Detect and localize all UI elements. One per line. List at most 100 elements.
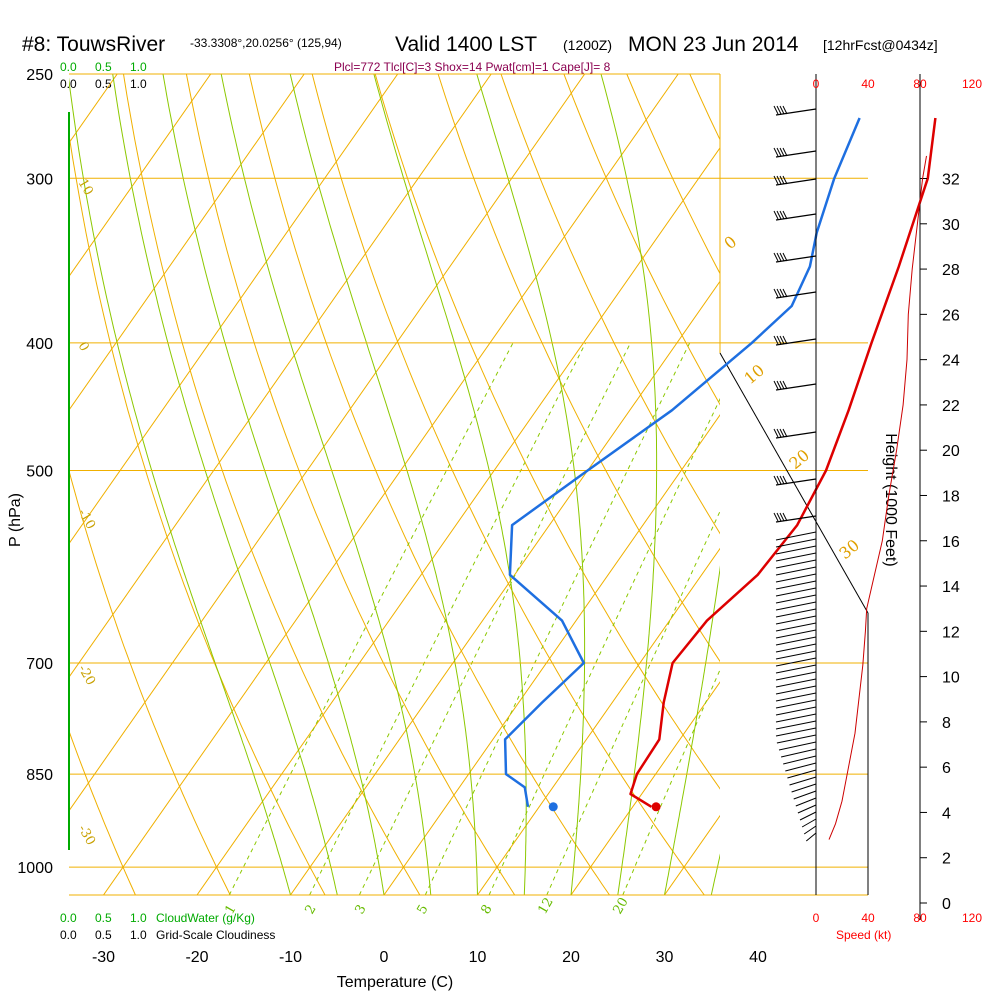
isotherm-line xyxy=(945,74,1000,895)
cloudiness-tick-top-1: 0.5 xyxy=(95,77,112,91)
wind-barb xyxy=(775,706,817,716)
height-tick-label: 2 xyxy=(942,851,951,868)
wind-barb xyxy=(775,615,817,625)
dry-adiabat xyxy=(500,74,720,535)
wind-barb-flag xyxy=(776,288,782,298)
wind-barb xyxy=(775,692,817,702)
wind-barb xyxy=(775,720,817,730)
isotherm-line xyxy=(69,74,212,278)
mixing-ratio-label: 5 xyxy=(414,902,431,917)
isotherm-line xyxy=(69,74,399,545)
isotherm-label: -30 xyxy=(75,823,98,849)
stability-stats: Plcl=772 Tlcl[C]=3 Shox=14 Pwat[cm]=1 Ca… xyxy=(334,60,611,74)
wind-barb xyxy=(799,811,817,821)
cloudwater-tick-bottom-2: 1.0 xyxy=(130,911,147,925)
grid-clip-group xyxy=(69,51,1000,895)
valid-time: Valid 1400 LST xyxy=(395,33,537,56)
mixing-ratio-line xyxy=(546,510,720,895)
x-tick-label: 40 xyxy=(749,949,767,966)
wind-barb xyxy=(775,608,817,618)
wind-barb xyxy=(775,601,817,611)
isotherm-label: 10 xyxy=(75,177,96,199)
height-tick-label: 26 xyxy=(942,307,960,324)
valid-zulu: (1200Z) xyxy=(563,37,612,53)
height-tick-label: 14 xyxy=(942,579,960,596)
wind-barb-flag xyxy=(776,147,782,157)
height-tick-label: 18 xyxy=(942,488,960,505)
wind-barb xyxy=(775,699,817,709)
wind-barb-flag xyxy=(782,380,788,390)
wind-barb xyxy=(775,650,817,660)
isotherm-label: -20 xyxy=(75,663,98,689)
station-coords: -33.3308°,20.0256° (125,94) xyxy=(190,36,342,50)
wind-barb-flag xyxy=(773,428,779,438)
wind-barb-flag xyxy=(776,428,782,438)
cloudiness-tick-top-0: 0.0 xyxy=(60,77,77,91)
wind-barb-flag xyxy=(779,380,785,390)
wind-barb-flag xyxy=(773,175,779,185)
wind-barb-flag xyxy=(776,105,782,115)
wind-barb xyxy=(775,213,817,221)
wind-barb xyxy=(775,552,817,562)
cloudwater-tick-bottom-0: 0.0 xyxy=(60,911,77,925)
speed-tick-bottom: 80 xyxy=(913,911,927,925)
speed-tick-bottom: 40 xyxy=(861,911,875,925)
wind-barb xyxy=(775,559,817,569)
wind-barb xyxy=(785,762,817,772)
dewpoint-profile-line xyxy=(503,117,861,808)
wind-barb xyxy=(775,587,817,597)
wind-barb xyxy=(775,383,817,391)
isotherm-line xyxy=(69,74,586,812)
wind-barb xyxy=(775,566,817,576)
height-tick-label: 22 xyxy=(942,398,960,415)
moist-adiabat xyxy=(69,77,291,895)
speed-tick-bottom: 120 xyxy=(962,911,982,925)
mixing-ratio-line xyxy=(424,342,691,895)
cloudwater-tick-top-2: 1.0 xyxy=(130,60,147,74)
wind-barb-flag xyxy=(782,335,788,345)
pressure-tick-label: 500 xyxy=(26,464,53,481)
wind-panel: 0040408080120120024681012141618202224262… xyxy=(773,74,982,925)
cloudwater-legend-label: CloudWater (g/Kg) xyxy=(156,911,255,925)
x-tick-label: -30 xyxy=(92,949,115,966)
x-tick-label: 0 xyxy=(380,949,389,966)
height-tick-label: 28 xyxy=(942,262,960,279)
x-tick-label: 10 xyxy=(469,949,487,966)
wind-barb-flag xyxy=(779,288,785,298)
dry-adiabat xyxy=(437,74,720,663)
wind-barb xyxy=(775,629,817,639)
wind-barb-flag xyxy=(776,252,782,262)
wind-barb xyxy=(778,741,817,751)
height-axis-label: Height (1000 Feet) xyxy=(882,433,899,566)
wind-barb-flag xyxy=(782,147,788,157)
wind-barb-flag xyxy=(776,175,782,185)
wind-barb-flag xyxy=(773,288,779,298)
dry-adiabat xyxy=(248,74,610,895)
mixing-ratio-line xyxy=(358,342,631,895)
surface-dewpoint-dot xyxy=(548,802,558,812)
height-tick-label: 0 xyxy=(942,896,951,913)
wind-barb xyxy=(775,515,817,523)
wind-barb xyxy=(775,108,817,116)
cloudwater-tick-bottom-1: 0.5 xyxy=(95,911,112,925)
wind-barb xyxy=(795,797,817,807)
isotherm-label: 0 xyxy=(75,340,92,355)
wind-barb xyxy=(797,804,817,814)
dry-adiabat xyxy=(563,74,720,406)
adiabat-label: 10 xyxy=(740,360,768,388)
wind-barb xyxy=(775,636,817,646)
sounding-profiles xyxy=(503,117,937,812)
wind-barb-flag xyxy=(773,475,779,485)
wind-barb-flag xyxy=(779,512,785,522)
height-tick-label: 10 xyxy=(942,670,960,687)
dry-adiabat xyxy=(69,468,231,895)
speed-tick-top: 0 xyxy=(813,77,820,91)
dry-adiabat xyxy=(928,51,1000,895)
wind-barb-flag xyxy=(779,428,785,438)
mixing-ratio-label: 8 xyxy=(478,902,495,917)
wind-barb xyxy=(787,769,817,779)
moist-adiabat xyxy=(476,74,586,895)
pressure-tick-label: 850 xyxy=(26,767,53,784)
wind-barb xyxy=(775,178,817,186)
